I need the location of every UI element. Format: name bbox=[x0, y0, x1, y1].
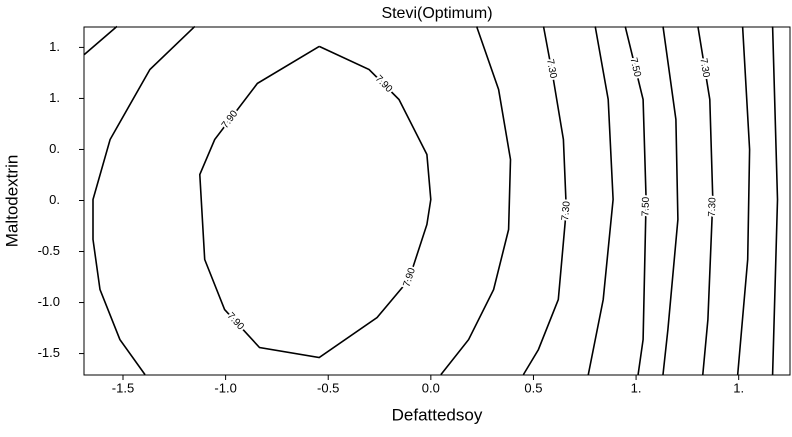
x-tick-label: 1. bbox=[631, 380, 642, 395]
contour-line bbox=[92, 25, 196, 376]
x-tick-label: 0.0 bbox=[422, 380, 440, 395]
contour-line bbox=[198, 45, 432, 359]
contour-line bbox=[440, 26, 512, 376]
y-tick-label: 0. bbox=[49, 141, 60, 156]
contour-line bbox=[522, 26, 568, 376]
x-tick-label: 1. bbox=[733, 380, 744, 395]
y-tick-label: -0.5 bbox=[38, 243, 60, 258]
contour-label: 7.30 bbox=[544, 58, 558, 80]
contour-line bbox=[587, 26, 614, 375]
contour-line bbox=[771, 26, 779, 375]
contour-label: 7.30 bbox=[560, 200, 573, 221]
plot-frame bbox=[83, 26, 791, 376]
contour-label: 7.90 bbox=[401, 266, 418, 288]
x-tick-label: -1.5 bbox=[112, 380, 134, 395]
chart-title: Stevi(Optimum) bbox=[381, 5, 492, 22]
y-tick-label: 1. bbox=[49, 90, 60, 105]
x-tick-label: -1.0 bbox=[214, 380, 236, 395]
contour-line bbox=[697, 26, 714, 375]
contour-label: 7.90 bbox=[220, 108, 241, 130]
x-tick-label: 0.5 bbox=[524, 380, 542, 395]
contour-line bbox=[736, 26, 751, 375]
x-axis-title: Defattedsoy bbox=[392, 405, 483, 424]
contour-line bbox=[624, 26, 647, 375]
y-tick-label: 0. bbox=[49, 192, 60, 207]
x-tick-label: -0.5 bbox=[317, 380, 339, 395]
contour-line bbox=[662, 26, 679, 375]
y-tick-label: 1. bbox=[49, 39, 60, 54]
y-axis-title: Maltodextrin bbox=[2, 155, 21, 248]
y-tick-label: -1.5 bbox=[38, 345, 60, 360]
y-tick-label: -1.0 bbox=[38, 294, 60, 309]
contour-line bbox=[83, 25, 118, 56]
contour-label: 7.30 bbox=[697, 57, 711, 78]
contour-label: 7.50 bbox=[640, 196, 651, 216]
contour-label: 7.50 bbox=[627, 57, 642, 79]
contour-label: 7.30 bbox=[707, 197, 719, 217]
